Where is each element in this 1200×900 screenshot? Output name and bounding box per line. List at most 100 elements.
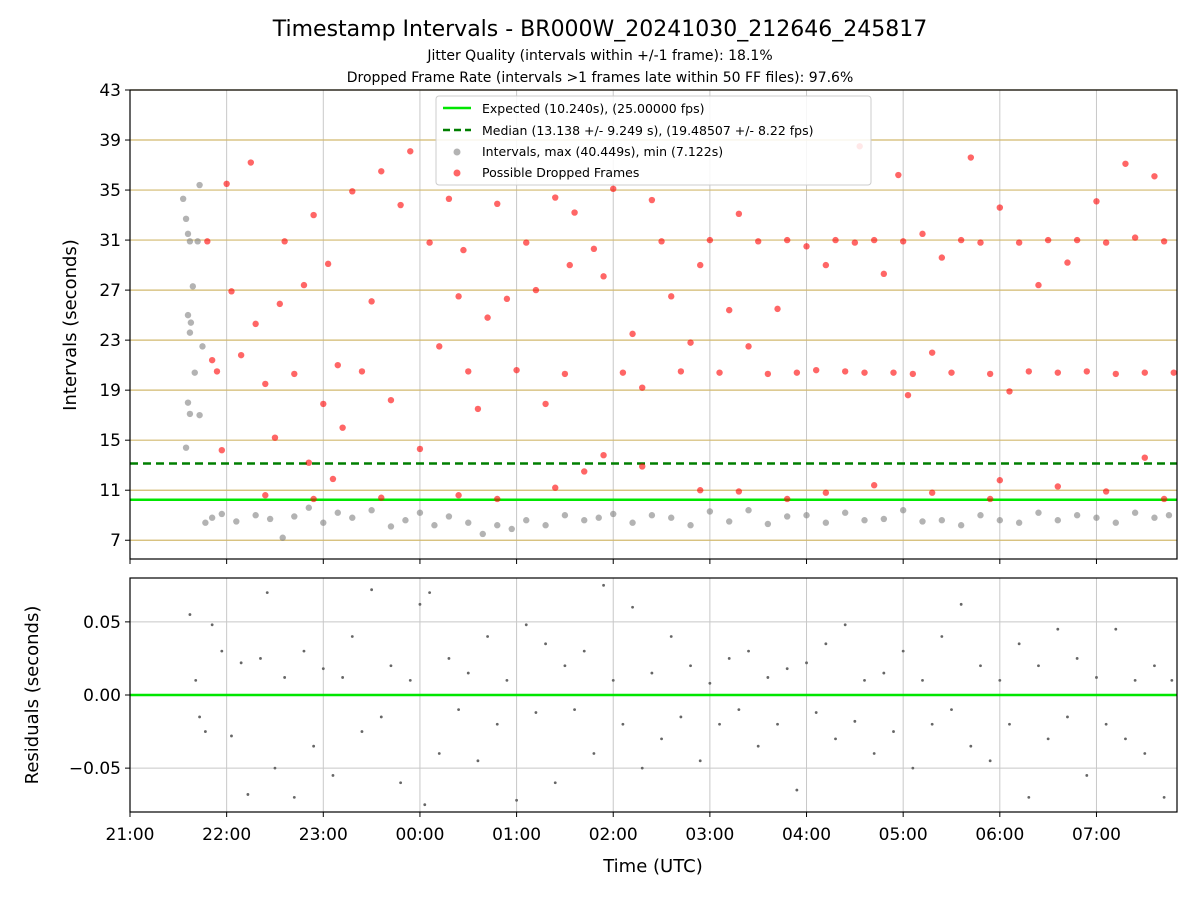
residual-point [631,605,634,609]
dropped-frame-point [1160,238,1168,245]
dropped-frame-point [1064,259,1071,266]
dropped-frame-point [822,489,830,496]
residual-point [1143,752,1147,755]
interval-point [194,238,201,245]
interval-point [320,519,327,526]
residual-point [805,661,808,665]
dropped-frame-point [339,424,346,431]
interval-point [184,230,192,238]
interval-point [445,513,453,520]
interval-point [182,215,190,223]
x-tick-label: 05:00 [879,825,928,845]
interval-point [184,311,192,319]
interval-point [542,522,549,529]
dropped-frame-point [436,343,443,350]
bottom-y-tick-label: −0.05 [69,759,121,779]
residual-point [447,657,451,660]
dropped-frame-point [977,239,984,246]
dropped-frame-point [948,369,955,376]
top-y-tick-label: 11 [99,481,121,501]
dropped-frame-point [513,366,520,374]
residual-point [1153,664,1156,668]
dropped-frame-point [1025,368,1033,375]
residual-point [1017,642,1021,646]
interval-point [668,514,675,521]
residual-point [210,623,214,627]
dropped-frame-point [928,489,936,496]
residual-point [389,664,393,668]
residual-point [1085,774,1089,777]
residual-point [1104,722,1108,726]
dropped-frame-point [445,195,453,203]
interval-point [479,530,486,538]
dropped-frame-point [262,492,269,499]
residual-point [853,719,857,723]
interval-point [196,411,203,419]
interval-point [687,522,694,529]
residual-point [544,642,547,646]
top-y-tick-label: 7 [110,531,121,551]
x-tick-label: 06:00 [975,825,1024,845]
interval-point [706,508,714,515]
interval-point [186,410,194,418]
interval-point [266,515,274,523]
legend-expected-label: Expected (10.240s), (25.00000 fps) [482,101,704,116]
residual-point [423,803,427,807]
interval-point [179,195,187,203]
residual-point [901,649,905,653]
dropped-frame-point [474,405,482,413]
interval-point [803,512,810,519]
dropped-frame-point [899,238,907,245]
residual-point [246,793,250,796]
residual-point [341,676,345,679]
legend-intervals-label: Intervals, max (40.449s), min (7.122s) [482,144,723,159]
dropped-frame-point [1160,495,1168,503]
residual-point [1037,664,1040,668]
interval-point [508,525,515,533]
top-y-tick-label: 43 [99,81,121,101]
dropped-frame-point [532,286,540,294]
residual-point [621,722,625,726]
dropped-frame-point [484,314,491,321]
interval-point [523,517,530,524]
dropped-frame-point [706,236,714,244]
dropped-frame-point [426,239,433,246]
interval-point [402,517,409,524]
chart-subtitle-dropped: Dropped Frame Rate (intervals >1 frames … [347,70,854,86]
dropped-frame-point [368,298,375,305]
residual-point [370,588,374,592]
interval-point [208,514,216,521]
dropped-frame-point [1151,173,1158,180]
dropped-frame-point [880,270,888,278]
dropped-frame-point [735,488,743,495]
legend-dropped-swatch [453,169,461,177]
dropped-frame-point [204,238,211,245]
residual-point [553,781,557,785]
interval-point [305,504,312,511]
dropped-frame-point [324,260,332,268]
residual-point [476,759,480,763]
dropped-frame-point [822,261,830,269]
residual-point [921,678,924,682]
legend-intervals-swatch [453,148,461,156]
dropped-frame-point [494,495,501,503]
residual-point [718,722,721,726]
residual-point [708,681,712,685]
interval-point [1151,514,1158,521]
interval-point [218,510,226,518]
dropped-frame-point [291,370,298,378]
residual-point [573,708,576,712]
dropped-frame-point [697,487,704,494]
dropped-frame-point [494,200,501,208]
dropped-frame-point [590,245,598,253]
interval-point [783,513,791,520]
interval-point [431,522,438,529]
residual-point [534,711,538,714]
legend-dropped-label: Possible Dropped Frames [482,165,639,180]
interval-point [1073,512,1081,519]
top-y-ticks: 7 11 15 19 23 27 31 35 39 43 [99,81,130,551]
dropped-frame-point [416,445,424,453]
residual-point [1133,678,1137,682]
dropped-frame-point [1035,281,1042,289]
interval-point [387,523,395,530]
